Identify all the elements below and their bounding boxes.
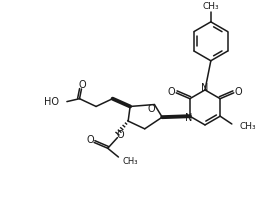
Text: CH₃: CH₃ [240, 122, 256, 131]
Text: O: O [148, 104, 155, 114]
Text: N: N [201, 83, 209, 93]
Text: O: O [79, 80, 86, 90]
Text: O: O [86, 135, 94, 145]
Text: CH₃: CH₃ [122, 157, 138, 166]
Text: HO: HO [44, 97, 59, 107]
Text: O: O [117, 130, 124, 140]
Text: N: N [185, 113, 192, 123]
Text: O: O [168, 87, 175, 97]
Text: CH₃: CH₃ [203, 2, 219, 11]
Text: O: O [235, 87, 243, 97]
